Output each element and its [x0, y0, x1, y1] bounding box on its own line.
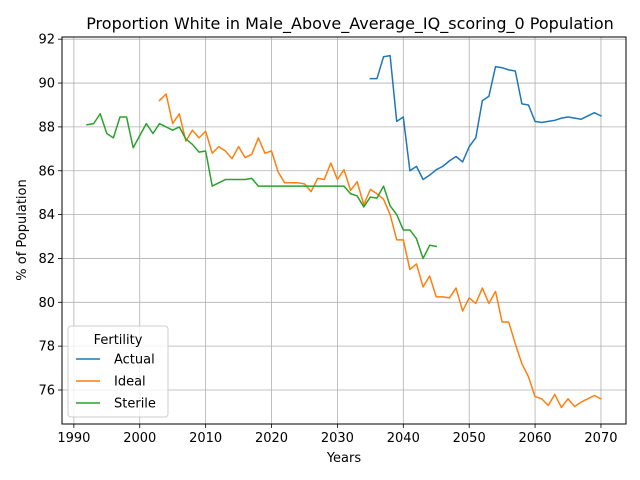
axis-ticks: 1990 2000 2010 2020 2030 2040 2050 2060 2070 76 78…: [38, 33, 617, 446]
y-tick-label: 78: [38, 340, 55, 355]
legend: Fertility Actual Ideal Sterile: [67, 325, 169, 418]
x-tick-label: 2040: [387, 431, 420, 446]
y-tick-label: 90: [38, 77, 55, 92]
legend-entry-sterile: Sterile: [114, 397, 156, 412]
plot-frame: [61, 36, 627, 425]
x-tick-label: 2000: [123, 431, 156, 446]
series-lines: [86, 54, 602, 409]
y-tick-label: 80: [38, 296, 55, 311]
y-axis-label: % of Population: [15, 179, 30, 280]
series-line-actual: [369, 54, 602, 181]
series-line-ideal: [158, 93, 602, 409]
y-tick-label: 86: [38, 164, 55, 179]
x-tick-label: 2070: [584, 431, 617, 446]
x-tick-label: 2020: [255, 431, 288, 446]
chart-title: Proportion White in Male_Above_Average_I…: [86, 14, 614, 34]
series-line-sterile: [86, 112, 438, 260]
x-tick-label: 2060: [519, 431, 552, 446]
x-tick-label: 2010: [189, 431, 222, 446]
legend-entry-actual: Actual: [114, 353, 155, 368]
y-tick-label: 84: [38, 208, 55, 223]
y-tick-label: 92: [38, 33, 55, 48]
legend-title: Fertility: [94, 333, 143, 348]
x-tick-label: 1990: [57, 431, 90, 446]
y-tick-label: 76: [38, 384, 55, 399]
x-axis-label: Years: [326, 451, 362, 466]
y-tick-label: 88: [38, 120, 55, 135]
x-tick-label: 2030: [321, 431, 354, 446]
legend-box: [67, 325, 169, 418]
legend-entry-ideal: Ideal: [114, 375, 146, 390]
y-tick-label: 82: [38, 252, 55, 267]
x-tick-label: 2050: [453, 431, 486, 446]
